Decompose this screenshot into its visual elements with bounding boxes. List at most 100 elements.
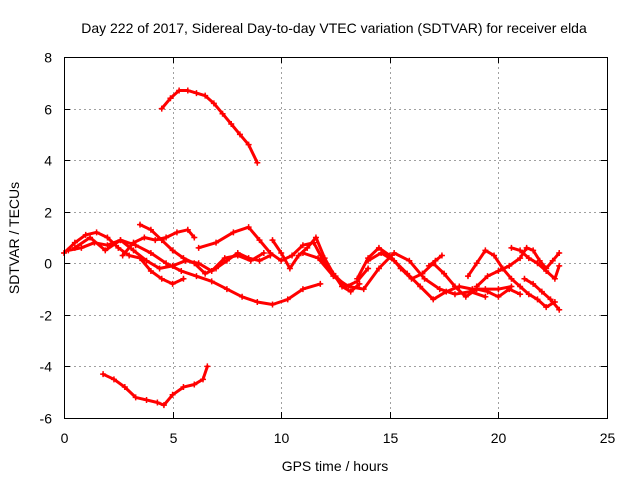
data-point [482,247,489,254]
data-point [269,237,276,244]
data-point [115,244,122,251]
data-point [430,296,437,303]
data-point [117,237,124,244]
data-point [158,105,165,112]
data-point [482,293,489,300]
data-point [147,249,154,256]
data-point [163,260,170,267]
x-axis-label: GPS time / hours [282,458,389,474]
data-point [154,399,161,406]
data-point [223,257,230,264]
data-point [132,394,139,401]
data-point [141,234,148,241]
data-point [356,280,363,287]
data-point [100,371,107,378]
data-point [432,257,439,264]
data-point [167,95,174,102]
data-point [517,283,524,290]
data-point [473,283,480,290]
data-point [419,270,426,277]
data-point [315,255,322,262]
x-tick-labels: 0 5 10 15 20 25 [61,430,616,446]
data-point [169,247,176,254]
data-point [176,87,183,94]
y-tick-labels: -6 -4 -2 0 2 4 6 8 [40,50,53,427]
series-arc-low [101,364,209,407]
y-tick-label: 0 [44,256,52,272]
data-point [508,244,515,251]
data-point [245,141,252,148]
data-point [193,90,200,97]
data-point [543,268,550,275]
data-point [121,384,128,391]
data-point [256,237,263,244]
data-point [254,159,261,166]
data-point [525,291,532,298]
data-point [210,100,217,107]
data-point [234,249,241,256]
data-point [517,247,524,254]
data-point [508,275,515,282]
data-point [345,283,352,290]
data-point [102,247,109,254]
data-point [534,296,541,303]
data-point [391,249,398,256]
data-point [530,247,537,254]
data-point [137,221,144,228]
data-point [286,265,293,272]
data-point [443,288,450,295]
data-point [365,265,372,272]
data-point [143,396,150,403]
data-point [173,229,180,236]
data-point [147,268,154,275]
data-series [61,87,563,409]
data-point [295,252,302,259]
data-point [269,301,276,308]
y-tick-label: -4 [40,359,53,375]
data-point [180,255,187,262]
data-point [304,244,311,251]
data-point [191,260,198,267]
data-point [354,275,361,282]
data-point [223,286,230,293]
data-point [538,288,545,295]
data-point [406,257,413,264]
series-arc-high [160,89,259,165]
data-point [143,257,150,264]
data-point [130,239,137,246]
data-point [330,273,337,280]
data-point [152,237,159,244]
data-point [473,260,480,267]
series-arc-a [62,230,185,286]
data-point [191,381,198,388]
x-tick-label: 10 [274,430,290,446]
data-point [469,286,476,293]
data-point [495,286,502,293]
data-point [317,280,324,287]
x-tick-label: 25 [600,430,616,446]
data-point [169,391,176,398]
data-point [180,275,187,282]
data-point [245,255,252,262]
data-point [213,239,220,246]
data-point [178,268,185,275]
data-point [110,376,117,383]
data-point [549,257,556,264]
data-point [534,260,541,267]
data-point [87,234,94,241]
data-point [156,265,163,272]
data-point [556,262,563,269]
data-point [163,234,170,241]
data-point [126,252,133,259]
data-point [228,121,235,128]
data-point [169,280,176,287]
data-point [495,293,502,300]
data-point [495,268,502,275]
data-point [543,304,550,311]
data-point [245,224,252,231]
data-point [239,293,246,300]
data-point [517,291,524,298]
data-point [71,239,78,246]
data-point [378,249,385,256]
